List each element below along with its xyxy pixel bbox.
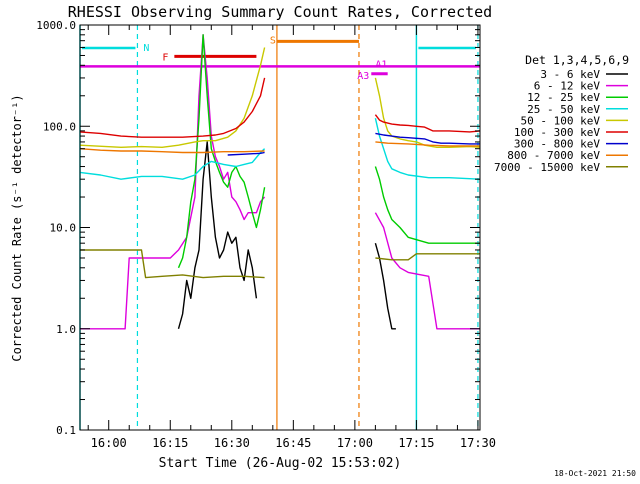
legend-entry-label: 100 - 300 keV <box>514 126 600 139</box>
series-line <box>374 114 481 133</box>
series-line <box>80 34 266 330</box>
y-tick-label: 1.0 <box>56 323 76 336</box>
series-line <box>227 151 265 156</box>
y-tick-label: 1000.0 <box>36 19 76 32</box>
legend-entry-label: 7000 - 15000 keV <box>494 161 600 174</box>
legend-entry-label: 300 - 800 keV <box>514 138 600 151</box>
x-tick-label: 16:45 <box>275 436 311 450</box>
x-tick-label: 16:00 <box>91 436 127 450</box>
y-axis-label: Corrected Count Rate (s⁻¹ detector⁻¹) <box>10 94 24 361</box>
legend-entry-label: 50 - 100 keV <box>521 114 601 127</box>
legend-entry-label: 3 - 6 keV <box>540 68 600 81</box>
legend-entry-label: 25 - 50 keV <box>527 103 600 116</box>
legend-entry-label: 6 - 12 keV <box>534 80 601 93</box>
series-line <box>375 132 480 145</box>
y-tick-label: 10.0 <box>50 222 77 235</box>
series-line <box>79 148 266 180</box>
legend-entry-label: 12 - 25 keV <box>527 91 600 104</box>
x-tick-label: 17:15 <box>398 436 434 450</box>
x-axis-label: Start Time (26-Aug-02 15:53:02) <box>159 456 402 471</box>
x-tick-label: 17:00 <box>337 436 373 450</box>
series-line <box>374 118 481 180</box>
legend-entry-label: 800 - 7000 keV <box>507 149 600 162</box>
chart-title: RHESSI Observing Summary Count Rates, Co… <box>68 3 492 21</box>
flag-label-a1: A1 <box>375 59 387 70</box>
series-line <box>80 249 265 279</box>
series-line <box>374 166 480 244</box>
y-tick-label: 0.1 <box>56 424 76 437</box>
plot-frame <box>79 24 481 431</box>
flag-label-f: F <box>162 52 168 63</box>
series-line <box>177 34 266 269</box>
plot-area: N F S A1 A3 0.1 1.0 10.0 100.0 1000.0 16:00 16:15 16… <box>36 19 496 450</box>
y-tick-label: 100.0 <box>43 120 76 133</box>
x-tick-label: 17:30 <box>460 436 496 450</box>
x-tick-label: 16:30 <box>214 436 250 450</box>
legend-title: Det 1,3,4,5,6,9 <box>525 53 629 67</box>
series-line <box>79 148 265 154</box>
series-line <box>79 47 266 149</box>
series-line <box>374 77 481 149</box>
series-line <box>374 212 480 330</box>
series-line <box>375 141 480 147</box>
flag-label-s: S <box>270 35 276 46</box>
interval-label: N <box>143 43 149 54</box>
series-line <box>375 253 480 261</box>
timestamp-label: 18-Oct-2021 21:50 <box>554 469 636 478</box>
series-line <box>79 77 266 138</box>
flag-label-a3: A3 <box>357 71 369 82</box>
series-line <box>374 243 396 330</box>
x-tick-label: 16:15 <box>152 436 188 450</box>
series-line <box>177 141 258 329</box>
